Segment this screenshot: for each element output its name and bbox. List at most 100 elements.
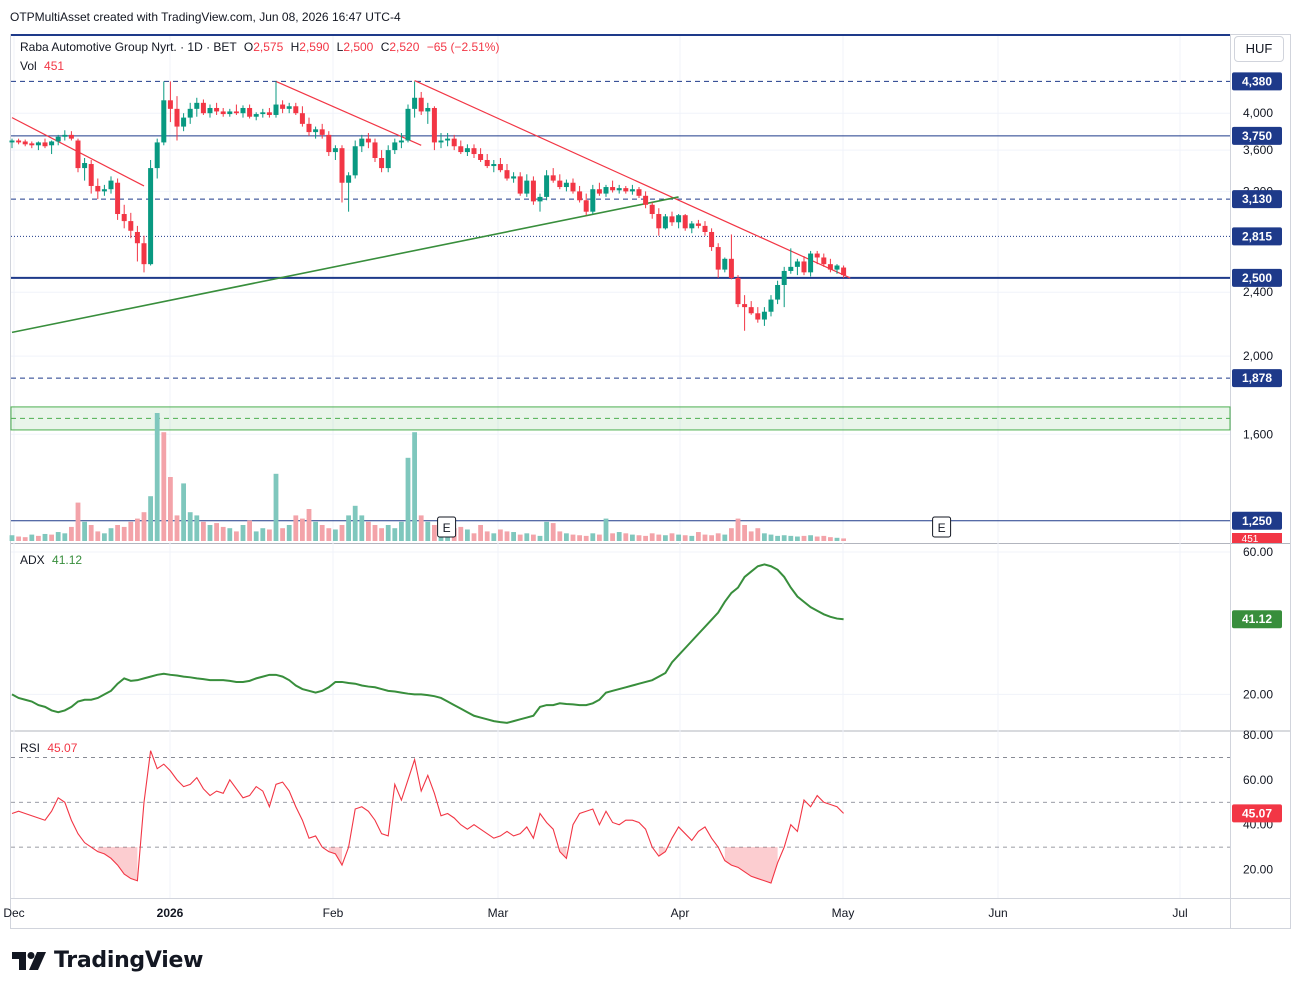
candle-body (596, 189, 602, 194)
rsi-oversold-fill (658, 847, 666, 857)
volume-bar (247, 520, 252, 541)
candle-body (385, 150, 391, 169)
trendline-green[interactable] (11, 196, 679, 334)
volume-bar (82, 521, 87, 541)
volume-bar (656, 534, 662, 541)
candle-body (517, 176, 523, 194)
volume-bar (55, 532, 61, 541)
candle-body (16, 140, 22, 143)
candle-body (629, 189, 635, 192)
earnings-marker[interactable] (932, 516, 952, 538)
tradingview-logo[interactable]: TradingView (12, 948, 203, 973)
candle-body (445, 138, 451, 141)
volume-bar (9, 535, 15, 541)
volume-bar (742, 525, 747, 541)
candle-body (253, 114, 259, 117)
price-tick-label: 4,000 (1243, 106, 1273, 120)
price-level-tag-label: 3,130 (1242, 192, 1272, 206)
volume-bar (828, 537, 833, 541)
rsi-value-tag (1232, 804, 1282, 823)
volume-bar (663, 535, 668, 541)
currency-button[interactable]: HUF (1234, 36, 1284, 62)
candle-body (141, 243, 147, 265)
price-level-tag-label: 2,500 (1242, 271, 1272, 285)
rsi-value-tag-label: 45.07 (1242, 806, 1272, 820)
volume-bar (227, 528, 233, 541)
candle-body (537, 196, 543, 202)
volume-bar (478, 525, 483, 541)
volume-bar (643, 535, 648, 541)
volume-bar (181, 483, 186, 541)
candle-body (398, 140, 404, 143)
volume-bar (564, 533, 569, 541)
candle-body (187, 108, 193, 118)
candle-body (662, 216, 668, 229)
symbol-title[interactable]: Raba Automotive Group Nyrt. · 1D · BET (20, 40, 237, 54)
candle-body (755, 313, 761, 320)
volume-bar (392, 528, 398, 541)
volume-bar (682, 535, 688, 541)
volume-tag-label: 451 (1242, 534, 1259, 545)
candle-body (220, 111, 226, 115)
volume-bar (649, 533, 655, 541)
volume-bar (121, 526, 127, 541)
candle-body (570, 182, 576, 192)
volume-bar (161, 432, 167, 541)
rsi-tick-label: 80.00 (1243, 728, 1273, 742)
volume-bar (42, 533, 48, 541)
candle-body (82, 163, 88, 169)
trendline-red[interactable] (414, 80, 851, 279)
volume-bar (583, 535, 589, 541)
trendline-red[interactable] (275, 80, 422, 146)
candle-body (121, 214, 127, 222)
rsi-legend: RSI 45.07 (20, 741, 77, 755)
candle-body (788, 266, 794, 271)
volume-bar (537, 535, 543, 541)
volume-bar (544, 521, 549, 541)
candle-body (728, 258, 734, 278)
volume-bar (280, 528, 285, 541)
adx-value-tag-label: 41.12 (1242, 612, 1272, 626)
volume-bar (352, 505, 358, 541)
volume-bar (616, 532, 622, 541)
adx-tick-label: 60.00 (1243, 545, 1273, 559)
candle-body (451, 138, 457, 147)
volume-bar (102, 533, 107, 541)
candle-body (49, 141, 55, 146)
candle-body (359, 138, 365, 147)
candle-body (511, 176, 517, 179)
candle-body (491, 164, 497, 167)
candle-body (286, 106, 292, 109)
x-tick-label: Mar (488, 906, 509, 920)
rsi-oversold-fill (559, 847, 567, 859)
candle-body (557, 180, 563, 188)
tradingview-logo-icon (12, 951, 46, 970)
candle-body (134, 231, 140, 244)
volume-bar (135, 518, 140, 541)
candle-body (306, 123, 312, 133)
volume-bar (814, 536, 820, 541)
volume-bar (788, 535, 794, 541)
candle-body (431, 107, 437, 143)
candle-body (326, 134, 332, 153)
volume-bar (531, 534, 536, 541)
volume-bar (22, 537, 28, 541)
volume-bar (557, 531, 563, 541)
x-tick-label: 2026 (157, 906, 184, 920)
volume-bar (689, 535, 695, 541)
candle-body (214, 107, 220, 112)
earnings-marker[interactable] (437, 516, 457, 538)
rsi-tick-label: 60.00 (1243, 773, 1273, 787)
volume-bar (821, 535, 827, 541)
volume-bar (359, 515, 365, 541)
x-tick-label: May (832, 906, 855, 920)
candle-body (458, 146, 464, 153)
candle-body (154, 142, 160, 169)
rsi-oversold-fill (724, 847, 778, 884)
candle-body (768, 299, 774, 312)
candle-body (623, 188, 629, 192)
open-label: O (243, 40, 254, 54)
attribution: OTPMultiAsset created with TradingView.c… (10, 10, 401, 24)
candle-body (781, 270, 787, 285)
candle-body (365, 138, 371, 143)
